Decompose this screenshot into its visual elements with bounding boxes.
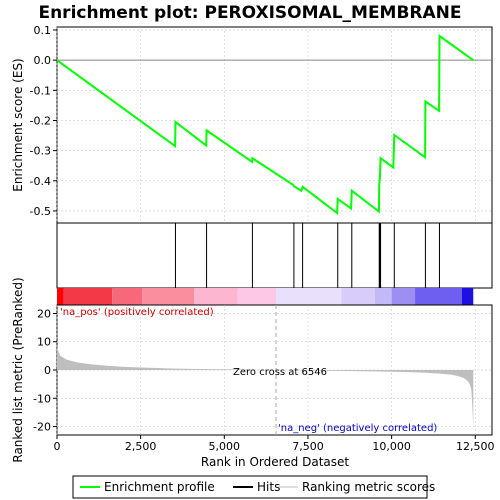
colorbar-segment bbox=[237, 288, 277, 305]
legend-label-profile: Enrichment profile bbox=[104, 480, 215, 494]
colorbar-segment bbox=[276, 288, 342, 305]
es-y-ticks: 0.1 0.0 -0.1 -0.2 -0.3 -0.4 -0.5 bbox=[30, 24, 57, 218]
colorbar-segment bbox=[391, 288, 416, 305]
colorbar-segment bbox=[461, 288, 474, 305]
es-y-tick-label: 0.1 bbox=[34, 24, 52, 37]
metric-y-axis-title: Ranked list metric (PreRanked) bbox=[11, 277, 25, 462]
colorbar-segment bbox=[142, 288, 195, 305]
es-panel: 0.1 0.0 -0.1 -0.2 -0.3 -0.4 -0.5 Enrichment sc… bbox=[11, 24, 493, 224]
hits-panel-frame bbox=[56, 222, 493, 289]
es-y-axis-title: Enrichment score (ES) bbox=[11, 58, 25, 191]
metric-y-tick-label: 20 bbox=[37, 307, 51, 320]
hit-lines bbox=[174, 223, 440, 288]
legend-label-metric: Ranking metric scores bbox=[302, 480, 435, 494]
es-y-tick-label: -0.4 bbox=[30, 175, 51, 188]
colorbar-segment bbox=[341, 288, 375, 305]
metric-y-ticks: 20 10 0 -10 -20 bbox=[33, 307, 57, 434]
metric-y-tick-label: -20 bbox=[33, 421, 51, 434]
enrichment-profile-line bbox=[56, 34, 474, 215]
colorbar-segment bbox=[63, 288, 113, 305]
colorbar-segment bbox=[57, 288, 64, 305]
x-tick-label: 12,500 bbox=[456, 440, 495, 453]
x-tick-label: 5,000 bbox=[209, 440, 241, 453]
es-y-tick-label: 0.0 bbox=[34, 54, 52, 67]
metric-y-tick-label: -10 bbox=[33, 392, 51, 405]
es-y-tick-label: -0.2 bbox=[30, 114, 51, 127]
x-tick-label: 10,000 bbox=[372, 440, 411, 453]
colorbar-segment bbox=[194, 288, 238, 305]
es-panel-frame bbox=[56, 26, 493, 224]
metric-panel: 20 10 0 -10 -20 0 2,500 5,000 7,500 10,000 12,500… bbox=[11, 277, 495, 469]
es-y-tick-label: -0.1 bbox=[30, 84, 51, 97]
metric-x-ticks: 0 2,500 5,000 7,500 10,000 12,500 bbox=[54, 435, 495, 453]
legend: Enrichment profile Hits Ranking metric s… bbox=[72, 475, 435, 499]
positive-correlation-label: 'na_pos' (positively correlated) bbox=[60, 307, 214, 318]
hits-panel bbox=[56, 222, 493, 289]
colorbar-segment bbox=[374, 288, 392, 305]
negative-correlation-label: 'na_neg' (negatively correlated) bbox=[278, 423, 437, 434]
colorbar-segment bbox=[112, 288, 143, 305]
metric-y-tick-label: 0 bbox=[44, 364, 51, 377]
colorbar-segment bbox=[415, 288, 462, 305]
metric-y-tick-label: 10 bbox=[37, 336, 51, 349]
x-tick-label: 7,500 bbox=[292, 440, 324, 453]
rank-colorbar bbox=[57, 288, 474, 305]
es-y-tick-label: -0.5 bbox=[30, 205, 51, 218]
legend-label-hits: Hits bbox=[257, 480, 280, 494]
x-axis-title: Rank in Ordered Dataset bbox=[201, 455, 349, 469]
x-tick-label: 0 bbox=[54, 440, 61, 453]
chart-title: Enrichment plot: PEROXISOMAL_MEMBRANE bbox=[38, 3, 461, 23]
es-y-tick-label: -0.3 bbox=[30, 145, 51, 158]
zero-cross-label: Zero cross at 6546 bbox=[233, 367, 327, 378]
x-tick-label: 2,500 bbox=[125, 440, 157, 453]
